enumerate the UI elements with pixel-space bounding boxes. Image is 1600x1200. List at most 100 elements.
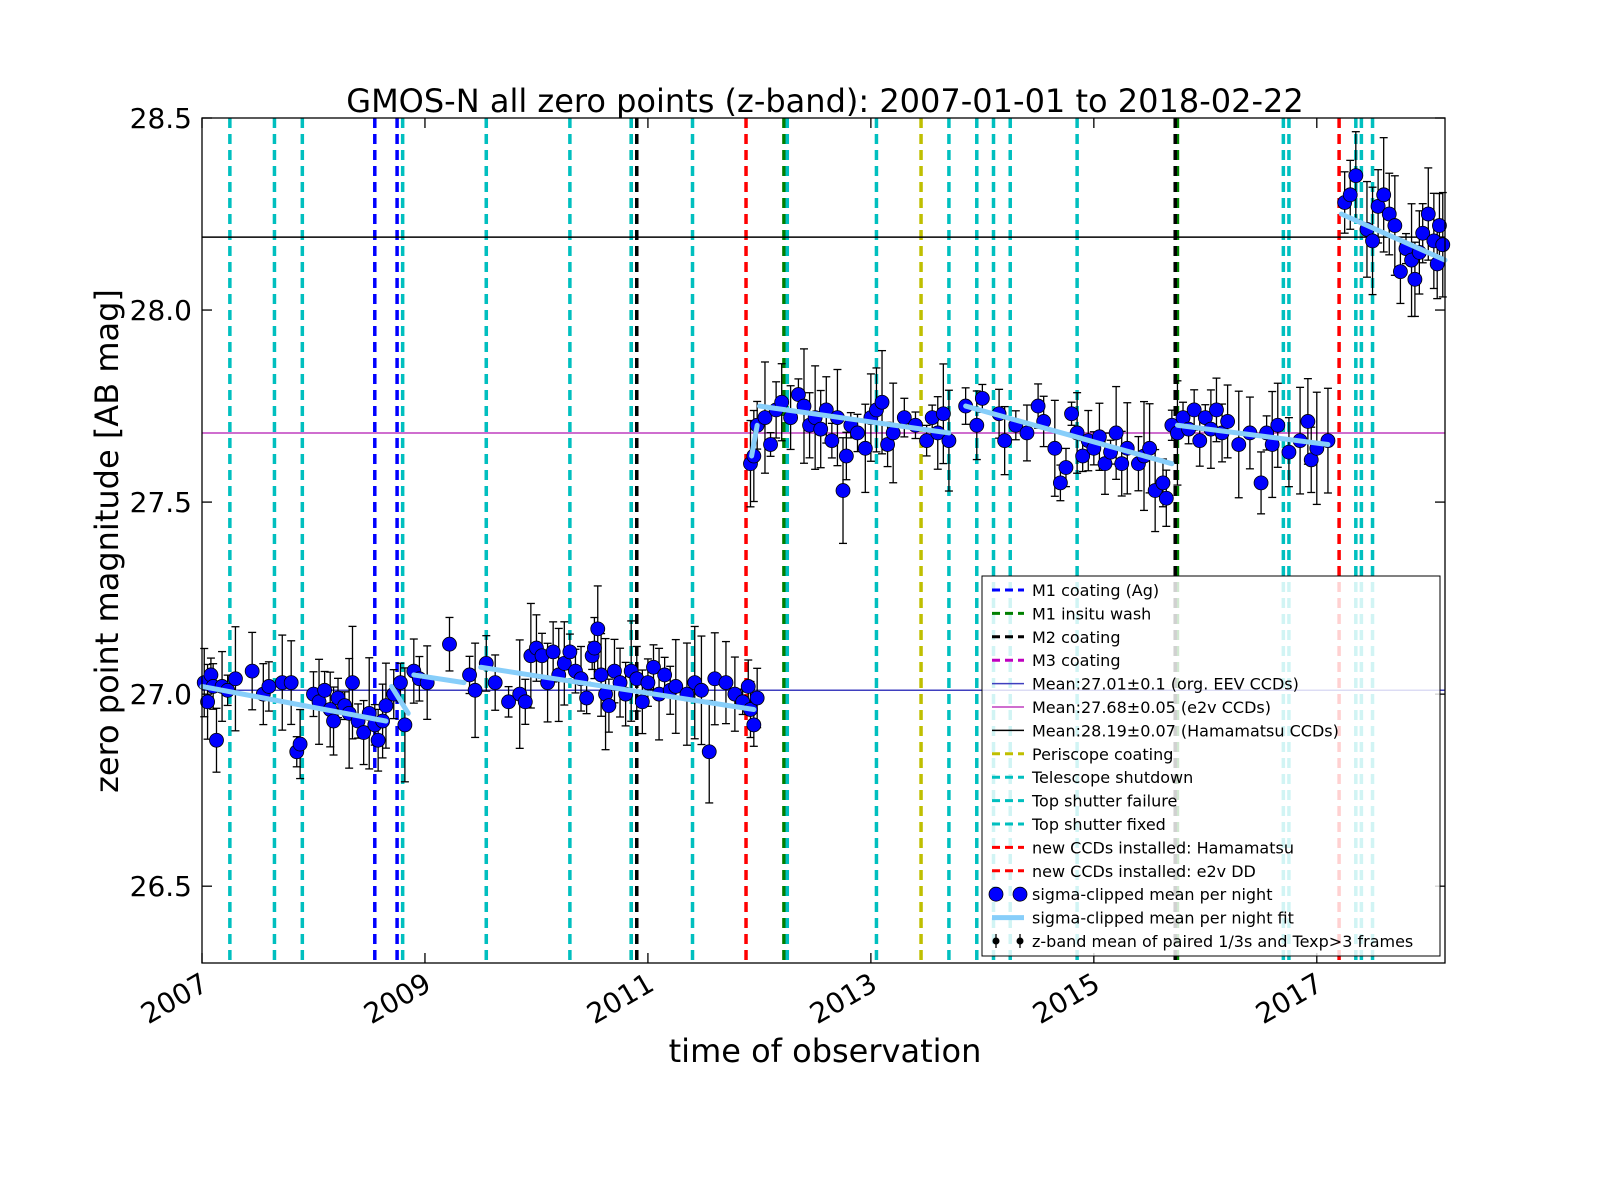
data-point bbox=[1348, 168, 1364, 184]
data-point bbox=[850, 425, 865, 441]
y-tick-label: 27.5 bbox=[130, 486, 192, 519]
data-point bbox=[1281, 444, 1297, 460]
x-tick-label: 2015 bbox=[1027, 966, 1105, 1030]
data-point bbox=[969, 417, 985, 433]
legend-label: Mean:28.19±0.07 (Hamamatsu CCDs) bbox=[1032, 721, 1339, 740]
legend-label: M2 coating bbox=[1032, 628, 1120, 647]
data-point bbox=[393, 675, 408, 691]
data-point bbox=[562, 644, 578, 660]
data-point bbox=[1387, 218, 1403, 233]
legend-label: M1 insitu wash bbox=[1032, 604, 1151, 623]
legend-label: z-band mean of paired 1/3s and Texp>3 fr… bbox=[1032, 932, 1413, 951]
data-point bbox=[487, 675, 503, 691]
chart-title: GMOS-N all zero points (z-band): 2007-01… bbox=[346, 82, 1303, 120]
data-point bbox=[317, 682, 333, 698]
data-point bbox=[590, 621, 606, 637]
data-point bbox=[694, 682, 709, 698]
data-point bbox=[1415, 225, 1431, 241]
legend-label: Top shutter failure bbox=[1031, 792, 1177, 811]
data-point bbox=[1209, 402, 1224, 418]
legend-label: Telescope shutdown bbox=[1031, 768, 1193, 787]
data-point bbox=[442, 636, 457, 652]
legend-swatch bbox=[1016, 937, 1024, 945]
data-point bbox=[292, 736, 308, 752]
data-point bbox=[378, 698, 394, 714]
data-point bbox=[370, 732, 386, 748]
data-point bbox=[749, 690, 765, 706]
data-point bbox=[1420, 206, 1436, 222]
data-point bbox=[200, 694, 215, 710]
x-tick-label: 2017 bbox=[1250, 966, 1328, 1030]
fit-line bbox=[411, 672, 467, 686]
legend-label: M1 coating (Ag) bbox=[1032, 581, 1159, 600]
data-point bbox=[634, 694, 650, 710]
fit-lines bbox=[199, 211, 1448, 724]
fit-line bbox=[1174, 422, 1331, 447]
fit-line bbox=[478, 664, 757, 712]
data-point bbox=[1192, 433, 1208, 449]
data-point bbox=[668, 679, 684, 694]
y-axis-label: zero point magnitude [AB mag] bbox=[88, 289, 126, 793]
data-point bbox=[1158, 490, 1174, 506]
data-point bbox=[397, 717, 413, 733]
fit-line bbox=[199, 683, 389, 724]
y-tick-label: 28.5 bbox=[130, 102, 192, 135]
data-point bbox=[244, 663, 260, 679]
data-point bbox=[1047, 440, 1063, 456]
data-point bbox=[356, 725, 372, 740]
fit-line bbox=[1338, 211, 1448, 263]
data-point bbox=[1064, 406, 1079, 422]
data-point bbox=[462, 667, 477, 683]
data-point bbox=[640, 675, 656, 691]
legend-swatch bbox=[988, 886, 1004, 902]
data-point bbox=[1393, 264, 1408, 280]
x-tick-label: 2007 bbox=[135, 966, 213, 1030]
data-point bbox=[657, 667, 673, 683]
fit-line bbox=[756, 403, 952, 436]
plot-frame bbox=[201, 117, 1446, 964]
data-point bbox=[935, 406, 951, 422]
y-tick-label: 27.0 bbox=[130, 678, 192, 711]
legend: M1 coating (Ag) M1 insitu wash M2 coating M… bbox=[981, 575, 1441, 957]
data-point bbox=[1186, 402, 1202, 418]
legend-box bbox=[981, 575, 1441, 957]
data-point bbox=[587, 640, 602, 656]
data-point bbox=[228, 671, 243, 687]
legend-label: Mean:27.68±0.05 (e2v CCDs) bbox=[1032, 698, 1271, 717]
data-point bbox=[1155, 475, 1171, 491]
data-point bbox=[763, 437, 778, 452]
legend-swatch bbox=[992, 937, 1000, 945]
data-point bbox=[1253, 475, 1269, 491]
data-point bbox=[283, 675, 299, 691]
fit-line bbox=[963, 403, 1175, 467]
data-point bbox=[593, 667, 609, 683]
data-point bbox=[1220, 414, 1236, 429]
data-point bbox=[1365, 233, 1380, 249]
data-point bbox=[1342, 187, 1358, 203]
data-point bbox=[1435, 237, 1451, 253]
legend-label: M3 coating bbox=[1032, 651, 1120, 670]
data-point bbox=[1300, 414, 1316, 429]
data-point bbox=[326, 713, 341, 729]
data-point bbox=[1432, 218, 1447, 233]
data-point bbox=[517, 694, 533, 710]
data-point bbox=[1075, 448, 1091, 464]
legend-label: sigma-clipped mean per night fit bbox=[1032, 909, 1294, 928]
legend-label: sigma-clipped mean per night bbox=[1032, 885, 1272, 904]
legend-label: Mean:27.01±0.1 (org. EEV CCDs) bbox=[1032, 675, 1299, 694]
x-tick-label: 2009 bbox=[358, 966, 436, 1030]
legend-label: new CCDs installed: Hamamatsu bbox=[1032, 838, 1294, 857]
data-point bbox=[501, 694, 516, 710]
data-point bbox=[997, 433, 1013, 449]
data-point bbox=[209, 732, 224, 748]
data-point bbox=[1108, 425, 1124, 441]
data-point bbox=[261, 679, 277, 694]
fit-line bbox=[749, 422, 760, 459]
data-point bbox=[874, 394, 890, 410]
data-point bbox=[757, 410, 773, 425]
data-point bbox=[838, 448, 854, 464]
data-point bbox=[545, 644, 561, 660]
data-point bbox=[813, 421, 829, 437]
data-point bbox=[824, 433, 840, 449]
data-point bbox=[1052, 475, 1068, 491]
